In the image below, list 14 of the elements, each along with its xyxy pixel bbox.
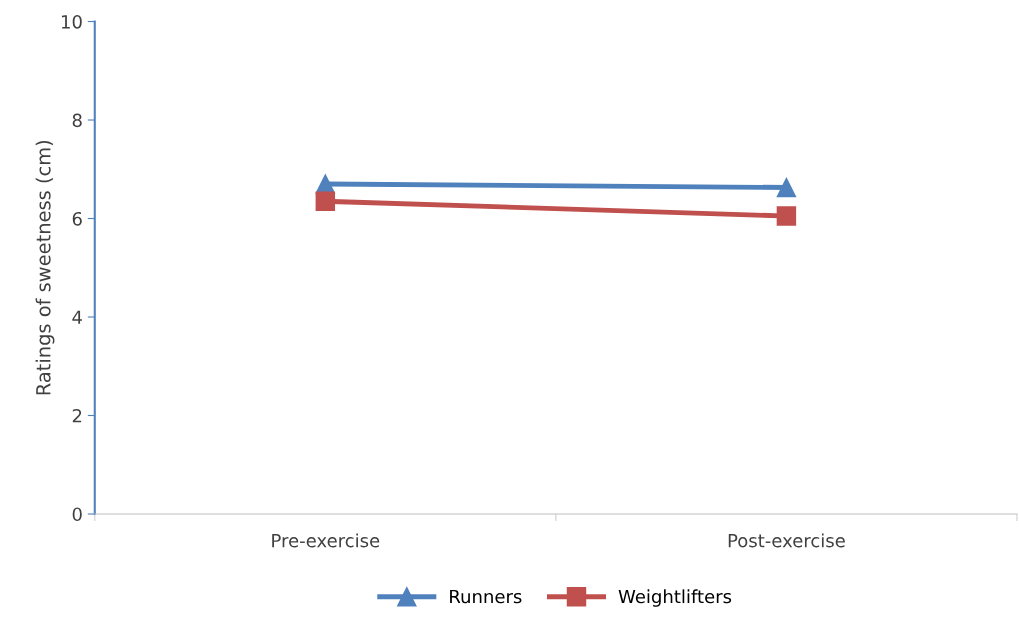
- y-tick-label: 6: [72, 211, 82, 226]
- point: [315, 191, 336, 211]
- y-tick-label: 2: [72, 408, 82, 423]
- y-tick-label: 4: [72, 310, 82, 324]
- y-tick-label: 8: [72, 113, 82, 128]
- x-tick-label: Post-exercise: [728, 533, 845, 548]
- y-axis-title: Ratings of sweetness (cm): [35, 140, 55, 395]
- y-tick-label: 0: [72, 507, 82, 522]
- x-tick-label: Pre-exercise: [272, 533, 380, 548]
- point: [776, 206, 797, 226]
- y-tick-label: 10: [61, 14, 82, 29]
- point: [776, 177, 797, 198]
- legend-label: Weightlifters: [618, 589, 732, 607]
- legend-label: Runners: [450, 589, 522, 604]
